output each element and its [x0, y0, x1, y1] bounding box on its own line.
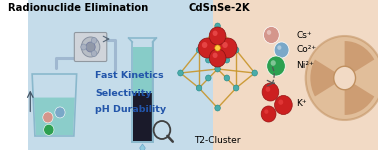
Circle shape — [278, 99, 283, 105]
Circle shape — [202, 42, 208, 48]
Wedge shape — [345, 41, 374, 72]
Text: Radionuclide Elimination: Radionuclide Elimination — [8, 3, 149, 13]
Circle shape — [212, 31, 218, 36]
Circle shape — [274, 96, 292, 114]
Circle shape — [252, 70, 257, 76]
Text: Ni²⁺: Ni²⁺ — [296, 61, 314, 70]
Circle shape — [86, 42, 95, 52]
Circle shape — [233, 47, 239, 53]
Circle shape — [266, 87, 270, 92]
Text: Selectivity: Selectivity — [95, 88, 152, 98]
Circle shape — [277, 45, 281, 50]
Circle shape — [55, 107, 65, 118]
Circle shape — [215, 23, 220, 29]
Circle shape — [306, 36, 378, 120]
Wedge shape — [345, 84, 374, 115]
Circle shape — [262, 83, 279, 101]
Wedge shape — [310, 60, 335, 96]
Circle shape — [264, 109, 268, 114]
Bar — [28, 0, 213, 150]
Text: Fast Kinetics: Fast Kinetics — [95, 72, 164, 81]
Circle shape — [196, 47, 202, 53]
Circle shape — [233, 85, 239, 91]
Circle shape — [271, 60, 276, 66]
Circle shape — [215, 105, 220, 111]
Circle shape — [81, 44, 87, 50]
Circle shape — [267, 30, 271, 35]
Circle shape — [81, 37, 100, 57]
Circle shape — [206, 75, 211, 81]
Circle shape — [334, 66, 356, 90]
Bar — [133, 93, 152, 141]
Circle shape — [209, 49, 226, 67]
Circle shape — [212, 53, 218, 58]
Polygon shape — [34, 98, 75, 135]
Circle shape — [218, 38, 237, 58]
Bar — [133, 47, 152, 93]
Text: Co²⁺: Co²⁺ — [296, 45, 316, 54]
Circle shape — [222, 42, 228, 48]
Text: CdSnSe-2K: CdSnSe-2K — [189, 3, 250, 13]
Circle shape — [91, 51, 97, 57]
Circle shape — [43, 112, 53, 123]
Circle shape — [209, 27, 226, 45]
FancyBboxPatch shape — [74, 33, 107, 61]
Polygon shape — [140, 144, 145, 150]
Circle shape — [215, 66, 220, 72]
Bar — [213, 0, 378, 150]
Circle shape — [196, 85, 202, 91]
Circle shape — [274, 42, 289, 58]
Circle shape — [224, 57, 230, 63]
Circle shape — [261, 106, 276, 122]
Circle shape — [215, 45, 220, 51]
Circle shape — [198, 38, 217, 58]
Circle shape — [206, 57, 211, 63]
Text: pH Durability: pH Durability — [95, 105, 166, 114]
Circle shape — [178, 70, 183, 76]
Circle shape — [44, 124, 54, 135]
Circle shape — [91, 38, 97, 44]
Text: T2-Cluster: T2-Cluster — [194, 136, 241, 145]
Circle shape — [224, 75, 230, 81]
Circle shape — [263, 27, 279, 44]
Text: K⁺: K⁺ — [296, 99, 307, 108]
Text: Cs⁺: Cs⁺ — [296, 30, 312, 39]
Circle shape — [267, 56, 285, 76]
